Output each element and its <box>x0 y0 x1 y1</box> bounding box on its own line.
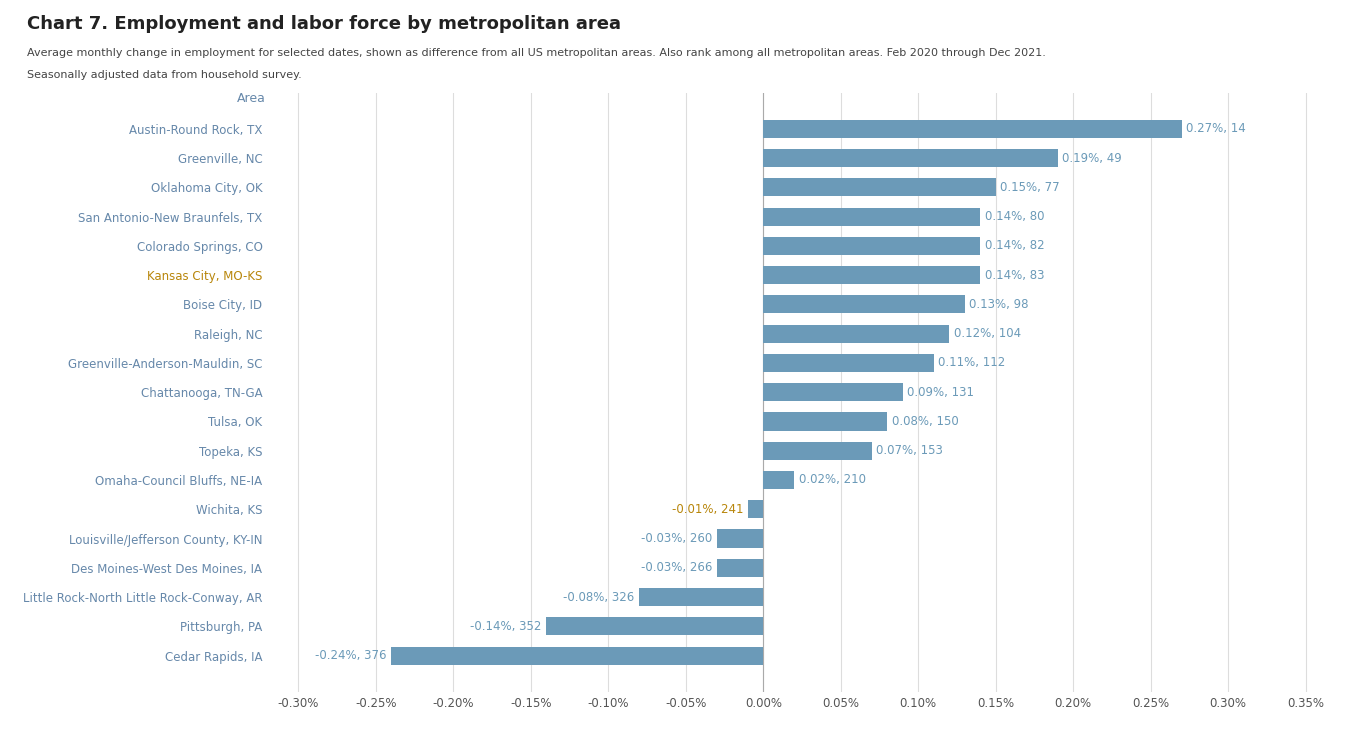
Bar <box>391 647 764 665</box>
Bar <box>764 442 872 460</box>
Text: Seasonally adjusted data from household survey.: Seasonally adjusted data from household … <box>27 70 302 81</box>
Text: -0.24%, 376: -0.24%, 376 <box>315 649 387 662</box>
Text: 0.07%, 153: 0.07%, 153 <box>876 444 943 457</box>
Text: -0.08%, 326: -0.08%, 326 <box>563 591 635 604</box>
Bar <box>764 471 794 489</box>
Bar <box>764 325 949 343</box>
Text: -0.03%, 266: -0.03%, 266 <box>640 561 712 574</box>
Text: 0.12%, 104: 0.12%, 104 <box>954 327 1021 340</box>
Text: -0.14%, 352: -0.14%, 352 <box>470 620 542 633</box>
Text: Chart 7. Employment and labor force by metropolitan area: Chart 7. Employment and labor force by m… <box>27 15 621 33</box>
Text: 0.13%, 98: 0.13%, 98 <box>969 298 1028 311</box>
Bar <box>717 559 764 577</box>
Bar <box>639 588 764 606</box>
Bar <box>764 237 980 255</box>
Text: -0.03%, 260: -0.03%, 260 <box>640 532 712 545</box>
Text: -0.01%, 241: -0.01%, 241 <box>672 502 743 516</box>
Bar <box>764 383 902 401</box>
Bar <box>764 207 980 226</box>
Text: 0.15%, 77: 0.15%, 77 <box>1001 181 1060 194</box>
Bar <box>764 266 980 284</box>
Text: 0.08%, 150: 0.08%, 150 <box>893 415 958 428</box>
Text: 0.27%, 14: 0.27%, 14 <box>1186 122 1246 135</box>
Text: 0.14%, 83: 0.14%, 83 <box>984 269 1045 282</box>
Bar <box>764 149 1058 167</box>
Bar <box>764 120 1182 138</box>
Bar <box>764 295 965 314</box>
Text: 0.19%, 49: 0.19%, 49 <box>1063 152 1121 164</box>
Text: 0.14%, 80: 0.14%, 80 <box>984 210 1045 223</box>
Bar <box>546 617 764 636</box>
Text: 0.11%, 112: 0.11%, 112 <box>938 357 1006 369</box>
Bar <box>764 178 995 196</box>
Bar <box>717 529 764 548</box>
Bar <box>747 500 764 518</box>
Text: Area: Area <box>237 92 266 105</box>
Text: 0.14%, 82: 0.14%, 82 <box>984 239 1045 252</box>
Text: 0.02%, 210: 0.02%, 210 <box>799 474 866 486</box>
Text: 0.09%, 131: 0.09%, 131 <box>908 386 975 399</box>
Text: Average monthly change in employment for selected dates, shown as difference fro: Average monthly change in employment for… <box>27 48 1046 58</box>
Bar <box>764 354 934 372</box>
Bar <box>764 412 887 431</box>
